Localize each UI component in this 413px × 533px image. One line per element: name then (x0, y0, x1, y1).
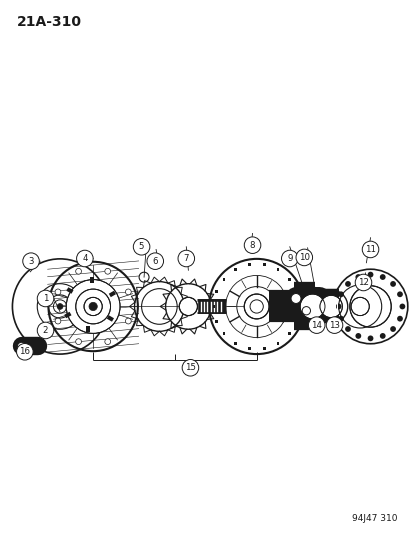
Text: 4: 4 (82, 254, 88, 263)
Bar (222, 333, 225, 335)
Circle shape (396, 316, 402, 321)
Circle shape (389, 281, 395, 287)
Text: 6: 6 (152, 257, 158, 265)
Bar (90, 277, 94, 283)
Circle shape (104, 269, 110, 274)
Circle shape (84, 297, 102, 316)
Text: 8: 8 (249, 241, 255, 249)
Bar (276, 342, 279, 345)
Circle shape (37, 290, 54, 307)
Bar (107, 315, 114, 322)
Bar (222, 278, 225, 280)
Circle shape (301, 306, 310, 315)
Bar (64, 312, 71, 318)
Bar (212, 305, 215, 308)
Bar (262, 347, 265, 350)
Text: 9: 9 (287, 254, 292, 263)
Bar (262, 263, 265, 266)
Circle shape (281, 250, 297, 267)
Circle shape (76, 250, 93, 267)
Circle shape (337, 316, 343, 321)
Circle shape (55, 318, 61, 324)
Circle shape (55, 289, 61, 295)
Circle shape (335, 304, 341, 309)
Circle shape (354, 274, 371, 291)
Bar (233, 268, 236, 271)
Bar (66, 287, 74, 294)
Circle shape (396, 292, 402, 297)
Bar (233, 342, 236, 345)
Circle shape (344, 281, 350, 287)
Bar (276, 268, 279, 271)
Text: 10: 10 (298, 253, 309, 262)
Bar (294, 320, 297, 322)
Circle shape (182, 359, 198, 376)
Text: 11: 11 (364, 245, 375, 254)
Bar (287, 278, 290, 280)
Text: 13: 13 (328, 321, 339, 329)
Circle shape (178, 250, 194, 267)
Text: 14: 14 (311, 321, 321, 329)
Text: 21A-310: 21A-310 (17, 15, 81, 29)
Bar (287, 333, 290, 335)
Circle shape (355, 274, 361, 280)
Circle shape (133, 238, 150, 255)
Bar (215, 320, 218, 322)
Text: 3: 3 (28, 257, 34, 265)
Circle shape (325, 317, 342, 334)
Circle shape (89, 302, 97, 311)
Text: 15: 15 (185, 364, 195, 372)
Circle shape (319, 295, 342, 318)
Circle shape (367, 335, 373, 341)
Text: 16: 16 (19, 348, 30, 356)
Circle shape (76, 289, 110, 324)
Circle shape (125, 318, 131, 324)
Circle shape (17, 343, 33, 360)
Circle shape (76, 339, 81, 344)
Bar (294, 290, 297, 293)
Circle shape (125, 289, 131, 295)
Circle shape (379, 274, 385, 280)
Text: 5: 5 (138, 243, 144, 251)
Circle shape (389, 326, 395, 332)
Circle shape (361, 241, 378, 258)
Circle shape (367, 272, 373, 278)
Circle shape (244, 294, 268, 319)
Circle shape (355, 333, 361, 339)
Circle shape (17, 342, 26, 351)
Circle shape (23, 253, 39, 270)
Circle shape (295, 249, 312, 266)
Bar (247, 347, 250, 350)
Circle shape (399, 304, 404, 309)
Circle shape (299, 294, 324, 319)
Circle shape (308, 317, 324, 334)
Bar (247, 263, 250, 266)
Circle shape (179, 297, 197, 316)
Text: 1: 1 (43, 294, 48, 303)
Circle shape (349, 286, 390, 327)
Text: 2: 2 (43, 326, 48, 335)
Circle shape (350, 297, 368, 316)
Circle shape (147, 253, 163, 270)
Circle shape (66, 280, 120, 333)
Circle shape (76, 269, 81, 274)
Bar (86, 326, 90, 332)
Bar (215, 290, 218, 293)
Bar (297, 305, 300, 308)
Text: 94J47 310: 94J47 310 (351, 514, 396, 523)
Circle shape (337, 292, 343, 297)
Circle shape (379, 333, 385, 339)
Bar (109, 290, 116, 297)
Circle shape (104, 339, 110, 344)
Circle shape (57, 304, 63, 309)
Circle shape (244, 237, 260, 254)
Circle shape (290, 294, 300, 303)
Text: 12: 12 (357, 278, 368, 287)
Circle shape (344, 326, 350, 332)
Circle shape (37, 322, 54, 339)
Text: 7: 7 (183, 254, 189, 263)
